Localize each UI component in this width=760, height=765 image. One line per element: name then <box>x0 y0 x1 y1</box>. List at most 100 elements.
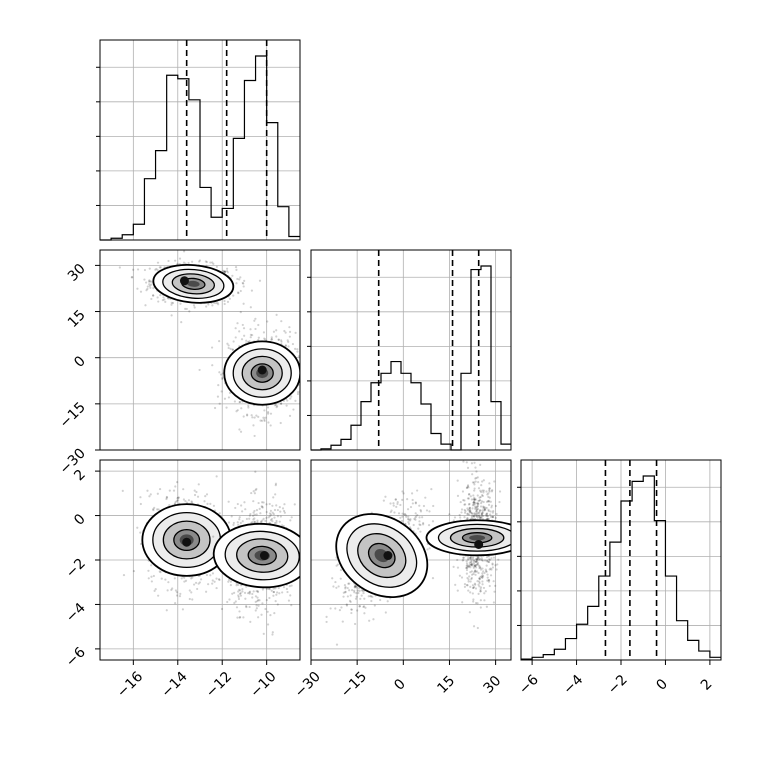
scatter-point <box>490 506 493 509</box>
scatter-point <box>476 563 479 566</box>
scatter-point <box>265 598 268 602</box>
scatter-point <box>275 521 278 524</box>
scatter-point <box>223 302 226 306</box>
scatter-point <box>488 487 491 490</box>
scatter-point <box>474 466 477 469</box>
scatter-point <box>491 489 494 492</box>
scatter-point <box>265 516 268 520</box>
histogram-p1 <box>307 249 512 451</box>
scatter-point <box>468 575 471 578</box>
scatter-point <box>289 519 292 522</box>
scatter-point <box>286 590 289 594</box>
scatter-point <box>256 590 259 593</box>
scatter-point <box>475 510 478 513</box>
scatter-point <box>276 404 279 408</box>
scatter-point <box>469 495 472 498</box>
scatter-point <box>476 580 479 583</box>
scatter-point <box>273 404 277 407</box>
scatter-point <box>470 563 473 566</box>
scatter-point <box>464 503 467 506</box>
scatter-point <box>479 509 482 512</box>
scatter-point <box>472 501 475 504</box>
scatter-point <box>282 509 286 513</box>
scatter-point <box>204 494 207 498</box>
scatter-point <box>353 591 356 594</box>
scatter-point <box>480 557 484 560</box>
scatter-point <box>149 286 152 289</box>
scatter-point <box>477 556 480 559</box>
scatter-point <box>498 490 502 493</box>
x-tick-label: 0 <box>391 676 409 694</box>
scatter-point <box>156 296 159 299</box>
scatter-point <box>260 505 263 508</box>
scatter-point <box>475 476 478 480</box>
scatter-point <box>177 496 180 499</box>
scatter-point <box>261 588 264 591</box>
scatter-point <box>277 338 280 341</box>
scatter-point <box>261 501 264 504</box>
scatter-point <box>344 591 347 594</box>
scatter-point <box>411 498 414 502</box>
scatter-point <box>212 535 215 538</box>
scatter-point <box>472 515 476 518</box>
scatter-point <box>347 582 350 585</box>
scatter-point <box>287 340 290 344</box>
scatter-point <box>272 590 275 594</box>
scatter-point <box>424 496 427 499</box>
scatter-point <box>477 592 480 595</box>
scatter-point <box>176 262 179 266</box>
scatter-point <box>271 631 274 634</box>
scatter-point <box>480 513 483 516</box>
scatter-point <box>389 510 392 514</box>
scatter-point <box>465 461 468 464</box>
scatter-point <box>458 574 461 577</box>
scatter-point <box>259 419 262 422</box>
scatter-point <box>479 588 482 591</box>
histogram-step <box>100 55 300 241</box>
scatter-point <box>180 321 183 324</box>
scatter-point <box>254 600 257 603</box>
scatter-point <box>475 510 478 513</box>
scatter-point <box>278 506 281 509</box>
scatter-point <box>466 497 470 500</box>
scatter-point <box>225 269 229 273</box>
scatter-point <box>205 305 208 308</box>
scatter-point <box>275 406 278 409</box>
scatter-point <box>480 558 483 562</box>
scatter-point <box>245 585 248 588</box>
scatter-point <box>280 320 283 323</box>
scatter-point <box>488 579 491 582</box>
scatter-point <box>305 380 307 382</box>
scatter-point <box>253 509 256 513</box>
scatter-point <box>471 592 474 595</box>
scatter-point <box>329 607 332 610</box>
scatter-point <box>213 406 217 410</box>
scatter-point <box>291 342 295 346</box>
scatter-point <box>211 572 215 575</box>
scatter-point <box>498 500 501 504</box>
scatter-point <box>271 511 274 514</box>
scatter-point <box>292 408 295 411</box>
scatter-point <box>251 592 254 596</box>
scatter-point <box>468 506 471 509</box>
scatter-point <box>407 521 410 524</box>
scatter-point <box>487 555 491 558</box>
scatter-point <box>468 502 471 506</box>
scatter-point <box>261 519 264 522</box>
scatter-point <box>260 419 264 422</box>
scatter-point <box>218 402 221 405</box>
scatter-point <box>237 594 240 597</box>
scatter-point <box>262 331 266 334</box>
x-tick-label: 2 <box>698 676 716 694</box>
scatter-point <box>153 589 156 593</box>
scatter-point <box>476 505 480 508</box>
scatter-point <box>414 512 417 515</box>
scatter-point <box>178 594 182 598</box>
scatter-point <box>288 326 291 329</box>
scatter-point <box>472 514 475 518</box>
panel-p1-p2 <box>310 459 512 661</box>
scatter-point <box>466 566 469 569</box>
scatter-point <box>478 557 481 560</box>
scatter-point <box>448 513 451 516</box>
scatter-point <box>152 294 155 297</box>
